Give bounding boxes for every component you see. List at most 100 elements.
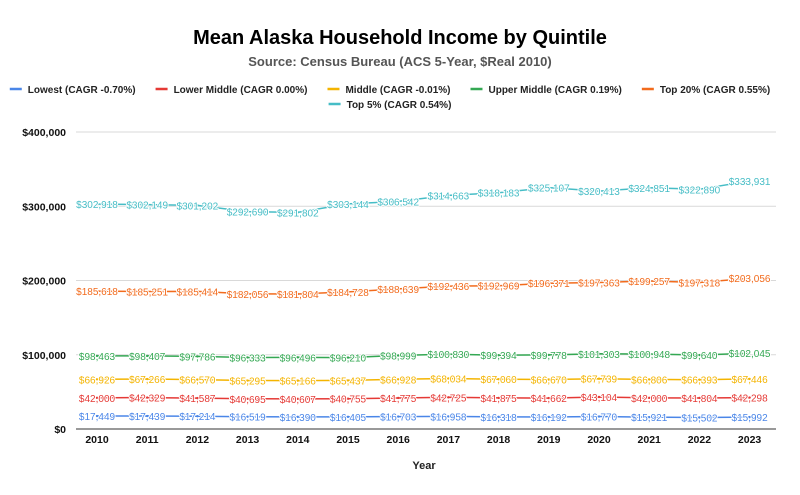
- data-label: $181,804: [277, 290, 319, 301]
- data-point: [547, 415, 550, 419]
- data-point: [246, 356, 249, 359]
- data-label: $66,570: [179, 376, 216, 387]
- data-point: [296, 415, 299, 419]
- data-label: $42,000: [79, 394, 116, 405]
- data-label: $96,496: [280, 353, 317, 364]
- data-point: [397, 200, 400, 203]
- x-tick-label: 2014: [286, 434, 310, 446]
- data-point: [146, 396, 149, 399]
- data-point: [246, 379, 249, 382]
- data-point: [597, 352, 601, 355]
- data-label: $322,890: [679, 185, 721, 196]
- data-label: $15,502: [681, 413, 718, 424]
- data-point: [648, 352, 651, 356]
- data-point: [397, 378, 400, 381]
- data-point: [547, 378, 550, 381]
- data-point: [196, 290, 199, 293]
- data-point: [296, 356, 299, 359]
- y-tick-label: $300,000: [22, 201, 66, 213]
- data-point: [196, 396, 199, 400]
- data-label: $16,192: [531, 413, 568, 424]
- data-label: $42,000: [631, 394, 668, 405]
- data-point: [648, 396, 651, 400]
- x-tick-label: 2012: [186, 434, 210, 446]
- data-point: [95, 202, 99, 206]
- data-label: $101,303: [578, 350, 620, 361]
- data-point: [146, 203, 149, 206]
- data-point: [447, 415, 450, 418]
- data-point: [246, 397, 249, 400]
- data-label: $41,804: [681, 394, 718, 405]
- x-tick-label: 2010: [85, 434, 109, 446]
- series-line: [96, 415, 750, 419]
- x-tick-label: 2013: [236, 434, 260, 446]
- data-point: [748, 277, 751, 280]
- series-line: [96, 352, 750, 359]
- data-label: $16,318: [481, 413, 518, 424]
- data-point: [748, 377, 751, 381]
- y-axis: $0 $100,000 $200,000 $300,000 $400,000: [22, 127, 66, 436]
- data-point: [346, 202, 350, 206]
- data-label: $67,060: [481, 375, 518, 386]
- data-label: $325,107: [528, 184, 570, 195]
- data-point: [447, 396, 450, 399]
- data-point: [497, 415, 500, 419]
- data-label: $303,144: [327, 200, 369, 211]
- data-label: $184,728: [327, 288, 369, 299]
- legend-label: Top 20% (CAGR 0.55%): [660, 85, 770, 96]
- data-label: $291,802: [277, 208, 319, 219]
- data-point: [597, 189, 601, 193]
- data-point: [246, 415, 249, 418]
- x-tick-label: 2016: [387, 434, 411, 446]
- data-label: $96,333: [230, 353, 267, 364]
- data-label: $185,251: [126, 287, 168, 298]
- data-point: [196, 204, 199, 207]
- data-point: [698, 188, 701, 191]
- x-tick-label: 2015: [336, 434, 360, 446]
- data-point: [397, 415, 400, 418]
- data-label: $197,363: [578, 278, 620, 289]
- data-label: $42,298: [732, 394, 769, 405]
- data-point: [547, 186, 550, 189]
- data-label: $97,786: [179, 352, 216, 363]
- data-label: $100,830: [428, 350, 470, 361]
- data-point: [698, 353, 701, 357]
- data-label: $40,695: [230, 395, 267, 406]
- data-point: [648, 415, 651, 419]
- data-label: $68,034: [430, 374, 467, 385]
- data-label: $306,542: [377, 197, 419, 208]
- y-tick-label: $400,000: [22, 127, 66, 139]
- data-label: $324,851: [628, 184, 670, 195]
- data-label: $43,104: [581, 393, 618, 404]
- data-point: [246, 292, 249, 296]
- data-point: [698, 378, 701, 381]
- data-label: $98,407: [129, 352, 166, 363]
- data-label: $41,587: [179, 394, 216, 405]
- legend-item: Middle (CAGR -0.01%): [327, 85, 450, 96]
- chart-title: Mean Alaska Household Income by Quintile: [193, 27, 607, 49]
- data-point: [346, 397, 350, 400]
- data-point: [346, 290, 350, 294]
- x-tick-label: 2011: [136, 434, 159, 446]
- series-group: [95, 179, 751, 419]
- data-point: [246, 210, 249, 213]
- data-point: [497, 378, 500, 381]
- data-point: [748, 396, 751, 399]
- data-label: $185,618: [76, 287, 118, 298]
- data-label: $302,918: [76, 200, 118, 211]
- data-label: $197,318: [679, 278, 721, 289]
- data-label: $302,149: [126, 201, 168, 212]
- x-tick-label: 2021: [638, 434, 662, 446]
- data-label: $15,992: [732, 413, 769, 424]
- data-point: [95, 414, 99, 418]
- data-label: $199,257: [628, 277, 670, 288]
- data-label: $188,639: [377, 285, 419, 296]
- data-point: [95, 396, 99, 400]
- legend-label: Top 5% (CAGR 0.54%): [347, 100, 452, 111]
- data-point: [597, 415, 601, 418]
- x-tick-label: 2020: [587, 434, 611, 446]
- x-axis-title: Year: [412, 460, 436, 472]
- legend: Lowest (CAGR -0.70%) Lower Middle (CAGR 0…: [9, 85, 770, 111]
- data-label: $203,056: [729, 274, 771, 285]
